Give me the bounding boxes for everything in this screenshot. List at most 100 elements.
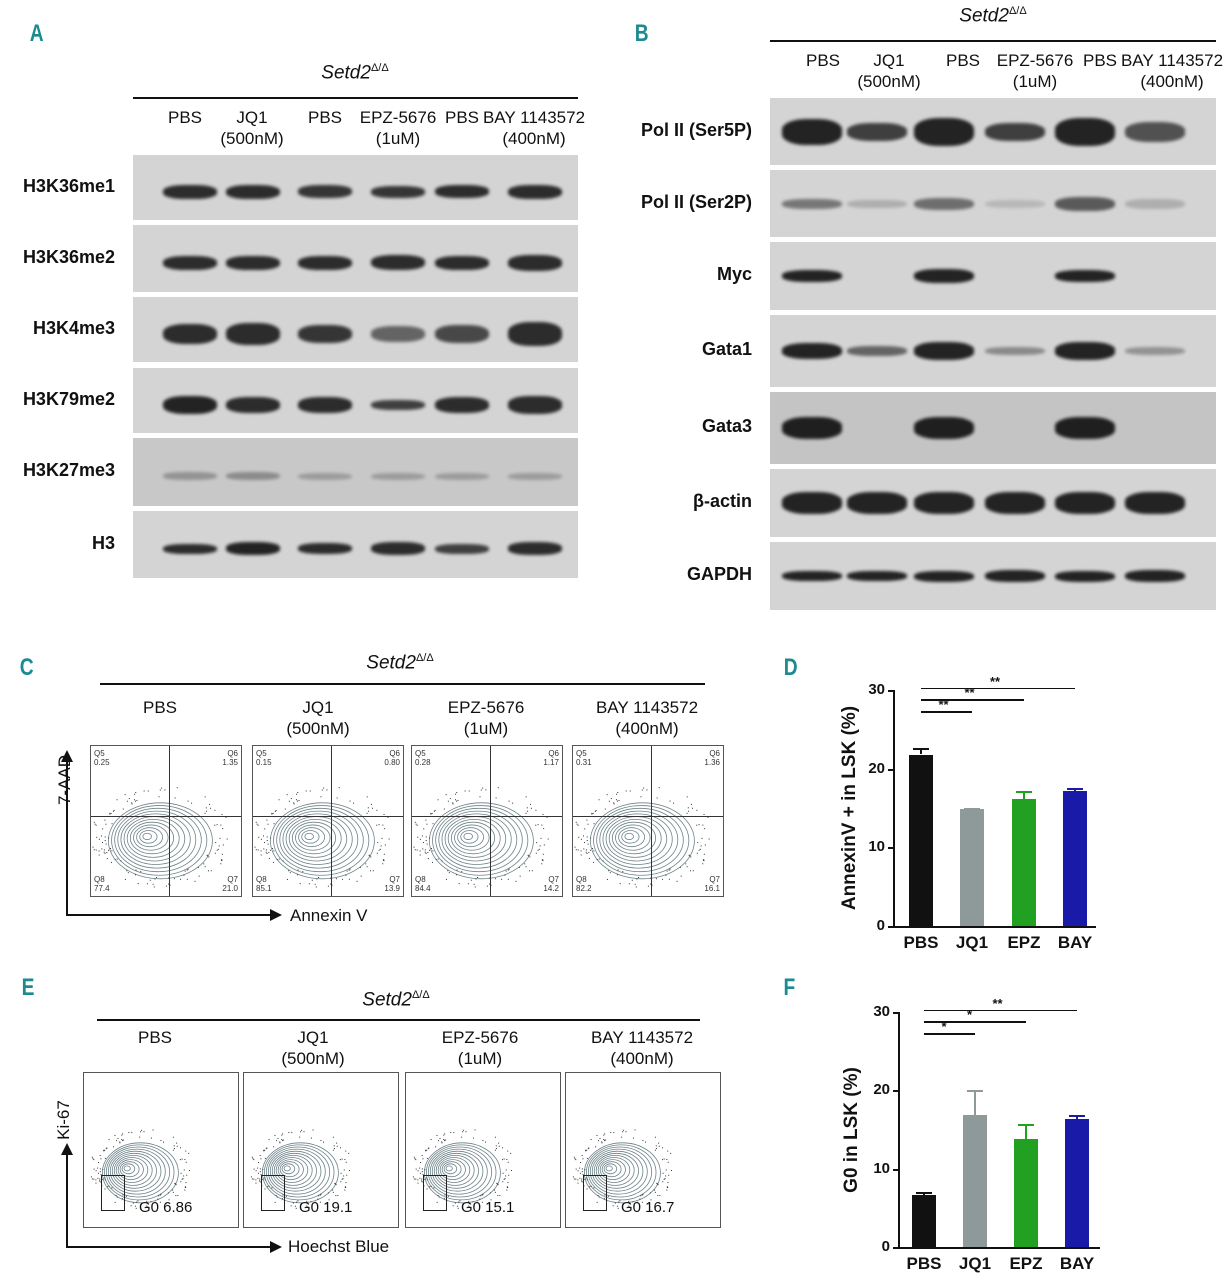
event-dot [270,837,272,839]
event-dot [262,835,264,837]
event-dot [608,800,610,802]
event-dot [665,1169,667,1171]
quadrant-gate-h [412,816,562,817]
y-tick-mark [888,768,893,771]
event-dot [260,1173,262,1175]
event-dot [268,1138,270,1140]
event-dot [629,1206,631,1208]
ki67-flow-plot: G0 6.86 [83,1072,239,1228]
event-dot [612,1205,614,1207]
event-dot [605,1139,607,1141]
event-dot [430,1138,432,1140]
event-dot [689,855,691,857]
event-dot [111,1187,113,1189]
g0-gate [423,1175,447,1211]
event-dot [579,1172,581,1174]
event-dot [579,1167,581,1169]
event-dot [167,1192,169,1194]
quadrant-q7: Q7 13.9 [384,875,400,893]
q5-value: 0.15 [256,758,272,767]
event-dot [295,1207,297,1209]
event-dot [93,849,95,851]
event-dot [507,878,509,880]
western-blot-h3k4me3 [133,297,578,362]
event-dot [147,1206,149,1208]
event-dot [260,854,262,856]
y-arrowhead-icon [61,1143,73,1155]
event-dot [692,870,694,872]
event-dot [413,1178,415,1180]
event-dot [417,1179,419,1181]
a-row-label: H3K27me3 [22,460,115,480]
event-dot [538,848,540,850]
event-dot [414,1158,416,1160]
event-dot [278,858,280,860]
e-column-label: EPZ-5676 (1uM) [442,1027,519,1069]
y-axis-line [898,1012,900,1247]
event-dot [669,868,671,870]
event-dot [525,866,527,868]
contour-line [109,1150,162,1192]
bar-jq1 [960,808,984,926]
event-dot [95,824,97,826]
event-dot [535,852,537,854]
event-dot [204,866,206,868]
event-dot [322,1141,324,1143]
event-dot [421,1171,423,1173]
event-dot [274,810,276,812]
quadrant-gate-h [253,816,403,817]
b-row-label: Gata1 [701,339,752,359]
c-column-line1: BAY 1143572 [595,698,699,717]
event-dot [288,800,290,802]
event-dot [218,845,220,847]
a-column-label: JQ1 (500nM) [220,107,283,149]
event-dot [100,1173,102,1175]
event-dot [279,1141,281,1143]
bar-epz [1014,1138,1038,1247]
event-dot [585,849,587,851]
event-dot [457,1207,459,1209]
contour-line [295,824,331,851]
event-dot [159,1201,161,1203]
q5-name: Q5 [576,749,587,758]
event-dot [146,1200,148,1202]
event-dot [626,1207,628,1209]
quadrant-q8: Q8 77.4 [94,875,110,893]
b-column-line1: BAY 1143572 [1120,51,1224,70]
event-dot [286,878,288,880]
event-dot [349,800,351,802]
event-dot [419,1177,421,1179]
event-dot [458,883,460,885]
event-dot [613,802,615,804]
event-dot [656,797,658,799]
event-dot [293,802,295,804]
event-dot [495,797,497,799]
event-dot [596,859,598,861]
event-dot [604,1194,606,1196]
contour-line [123,1165,131,1172]
quadrant-gate-v [651,746,652,896]
event-dot [508,800,510,802]
event-dot [188,1170,190,1172]
g0-value: G0 16.7 [621,1199,675,1216]
contour-line [113,1155,153,1186]
event-dot [288,1132,290,1134]
event-dot [134,793,136,795]
event-dot [447,1195,449,1197]
event-dot [708,838,710,840]
event-dot [282,1194,284,1196]
event-dot [109,813,111,815]
event-dot [273,850,275,852]
event-dot [587,843,589,845]
contour-line [454,824,490,851]
e-y-axis-label: Ki-67 [53,1100,73,1140]
event-dot [437,1195,439,1197]
event-dot [586,1149,588,1151]
q8-name: Q8 [94,875,105,884]
event-dot [340,1181,342,1183]
event-dot [445,878,447,880]
event-dot [127,872,129,874]
event-dot [187,868,189,870]
event-dot [588,852,590,854]
event-dot [434,809,436,811]
